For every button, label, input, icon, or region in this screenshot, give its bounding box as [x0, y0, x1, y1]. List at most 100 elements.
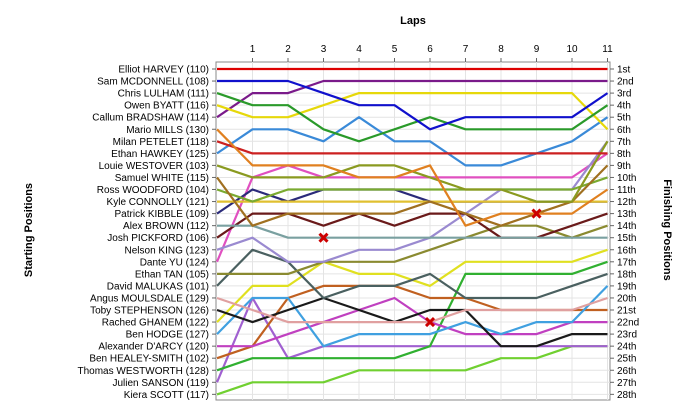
series-line	[216, 91, 609, 131]
x-tick-label: 5	[392, 44, 398, 55]
starting-position-label: Alexander D'ARCY (120)	[98, 342, 209, 353]
starting-position-label: Samuel WHITE (115)	[115, 173, 209, 184]
series-line	[217, 296, 608, 348]
starting-position-label: Owen BYATT (116)	[124, 101, 209, 112]
finishing-position-label: 11th	[617, 185, 636, 196]
series-line	[217, 224, 608, 239]
starting-position-label: Ethan TAN (105)	[135, 269, 209, 280]
finishing-position-label: 13th	[617, 209, 636, 220]
starting-position-label: Callum BRADSHAW (114)	[92, 113, 209, 124]
finishing-position-label: 17th	[617, 257, 636, 268]
finishing-position-label: 24th	[617, 342, 636, 353]
finishing-position-label: 23rd	[617, 330, 637, 341]
x-axis-title: Laps	[400, 15, 426, 27]
x-tick-label: 8	[498, 44, 504, 55]
starting-position-label: Alex BROWN (112)	[123, 221, 209, 232]
left-axis-title: Starting Positions	[23, 183, 35, 277]
finishing-position-label: 16th	[617, 245, 636, 256]
starting-position-label: Milan PETELET (118)	[113, 137, 209, 148]
finishing-position-label: 21st	[617, 306, 636, 317]
starting-position-label: David MALUKAS (101)	[107, 281, 209, 292]
x-tick-label: 3	[321, 44, 327, 55]
finishing-position-label: 10th	[617, 173, 636, 184]
finishing-position-label: 1st	[617, 65, 631, 76]
starting-position-label: Rached GHANEM (122)	[102, 318, 209, 329]
series-line	[216, 92, 609, 143]
series-line	[216, 212, 608, 239]
series-line	[216, 140, 608, 155]
finishing-position-label: 22nd	[617, 318, 639, 329]
series-line	[216, 260, 608, 372]
finishing-position-label: 7th	[617, 137, 631, 148]
series-line	[216, 345, 608, 396]
finishing-position-label: 3rd	[617, 89, 631, 100]
series-line	[216, 176, 608, 203]
starting-position-label: Mario MILLS (130)	[126, 125, 209, 136]
x-tick-label: 10	[566, 44, 578, 55]
series-line	[216, 116, 609, 167]
starting-position-label: Julien SANSON (119)	[112, 378, 209, 389]
starting-position-label: Ben HEALEY-SMITH (102)	[89, 354, 209, 365]
x-tick-label: 11	[602, 44, 613, 55]
x-tick-label: 6	[427, 44, 433, 55]
finishing-position-label: 6th	[617, 125, 631, 136]
starting-position-label: Ben HODGE (127)	[126, 330, 209, 341]
right-axis-title: Finishing Positions	[661, 179, 673, 280]
starting-position-label: Thomas WESTWORTH (128)	[78, 366, 210, 377]
starting-position-label: Louie WESTOVER (103)	[99, 161, 209, 172]
finishing-position-label: 18th	[617, 269, 636, 280]
finishing-position-labels: 1st2nd3rd4th5th6th7th8th9th10th11th12th1…	[610, 65, 639, 401]
incident-marker	[424, 316, 436, 328]
starting-position-label: Ethan HAWKEY (125)	[111, 149, 209, 160]
incident-marker	[318, 232, 329, 243]
series-line	[216, 285, 609, 348]
starting-position-label: Dante YU (124)	[140, 257, 209, 268]
x-ticks: 1 2 3 4 5 6 7 8 9 10 11	[250, 44, 613, 62]
finishing-position-label: 4th	[617, 101, 631, 112]
series-lines	[215, 67, 609, 396]
finishing-position-label: 8th	[617, 149, 631, 160]
starting-position-label: Toby STEPHENSON (126)	[90, 306, 209, 317]
series-line	[216, 164, 609, 227]
series-line	[216, 296, 608, 348]
starting-position-label: Patrick KIBBLE (109)	[115, 209, 209, 220]
starting-position-label: Chris LULHAM (111)	[118, 89, 209, 100]
markers	[318, 208, 542, 328]
starting-position-label: Kyle CONNOLLY (121)	[107, 197, 209, 208]
starting-position-label: Angus MOULSDALE (129)	[90, 293, 209, 304]
starting-position-labels: Elliot HARVEY (110)Sam MCDONNELL (108)Ch…	[78, 65, 216, 401]
starting-position-label: Kiera SCOTT (117)	[124, 390, 209, 401]
x-tick-label: 2	[285, 44, 291, 55]
series-line	[217, 224, 608, 275]
finishing-position-label: 5th	[617, 113, 631, 124]
starting-position-label: Elliot HARVEY (110)	[118, 65, 209, 76]
finishing-position-label: 14th	[617, 221, 636, 232]
series-line	[217, 79, 609, 131]
finishing-position-label: 15th	[617, 233, 636, 244]
series-line	[216, 248, 608, 300]
finishing-position-label: 2nd	[617, 77, 634, 88]
incident-marker	[531, 208, 542, 219]
finishing-position-label: 9th	[617, 161, 631, 172]
x-tick-label: 9	[534, 44, 540, 55]
finishing-position-label: 19th	[617, 281, 636, 292]
series-line	[216, 296, 608, 324]
x-tick-label: 7	[463, 44, 469, 55]
x-tick-label: 1	[250, 44, 256, 55]
finishing-position-label: 27th	[617, 378, 636, 389]
incident-marker-stroke	[424, 316, 436, 328]
series-line	[215, 296, 608, 383]
finishing-position-label: 25th	[617, 354, 636, 365]
finishing-position-label: 12th	[617, 197, 636, 208]
finishing-position-label: 20th	[617, 293, 636, 304]
starting-position-label: Sam MCDONNELL (108)	[97, 77, 209, 88]
series-line	[216, 79, 608, 119]
incident-marker-stroke	[531, 208, 542, 219]
series-line	[216, 128, 609, 227]
x-tick-label: 4	[356, 44, 362, 55]
finishing-position-label: 28th	[617, 390, 636, 401]
starting-position-label: Nelson KING (123)	[125, 245, 209, 256]
series-line	[215, 152, 609, 263]
finishing-position-label: 26th	[617, 366, 636, 377]
